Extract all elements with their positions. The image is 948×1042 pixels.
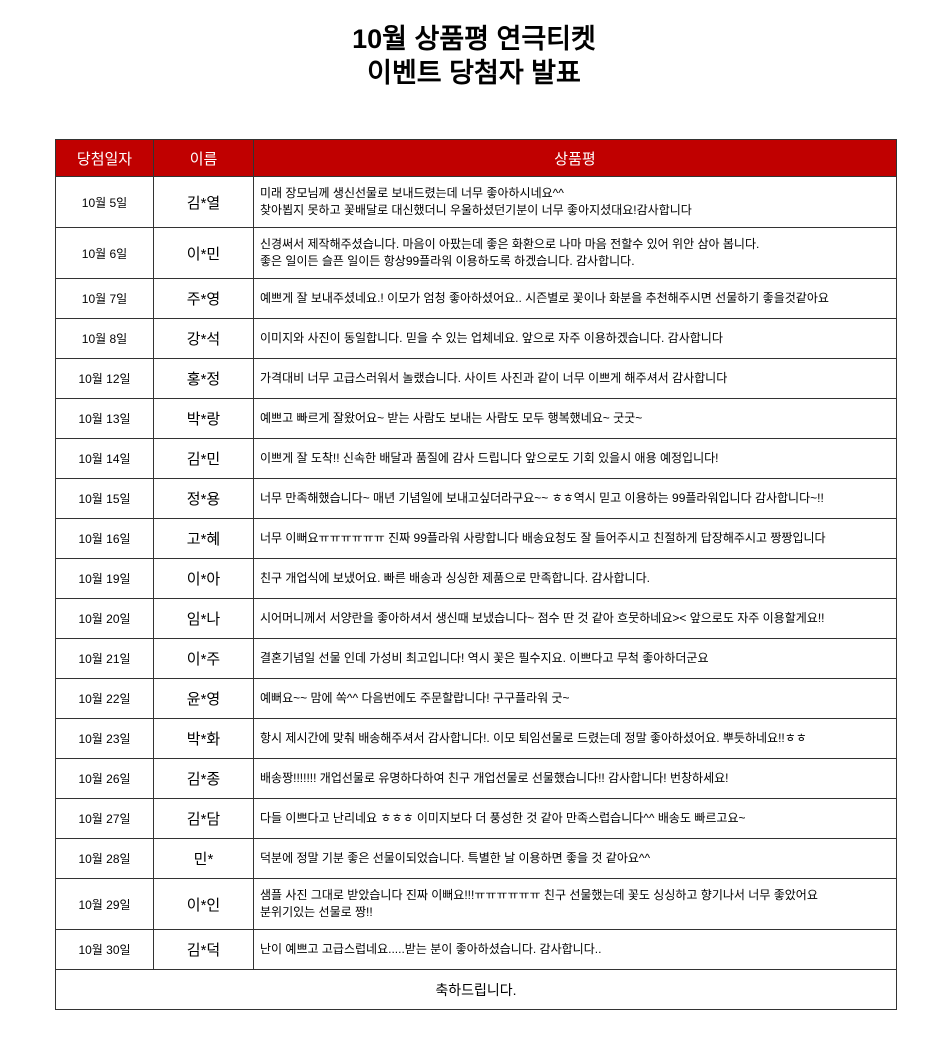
- footer: 축하드립니다.: [55, 969, 897, 1010]
- date-cell: 10월 23일: [55, 718, 154, 759]
- name-cell: 홍*정: [153, 358, 254, 399]
- row: 10월 5일 김*열 미래 장모님께 생신선물로 보내드렸는데 너무 좋아하시네요^…: [55, 176, 897, 228]
- date-cell: 10월 15일: [55, 478, 154, 519]
- row: 10월 23일 박*화 항시 제시간에 맞춰 배송해주셔서 감사합니다!. 이모 퇴…: [55, 718, 897, 759]
- name-cell: 윤*영: [153, 678, 254, 719]
- row: 10월 13일 박*랑 예쁘고 빠르게 잘왔어요~ 받는 사람도 보내는 사람도 모…: [55, 398, 897, 439]
- date-cell: 10월 8일: [55, 318, 154, 359]
- name-cell: 이*민: [153, 227, 254, 279]
- name-cell: 김*담: [153, 798, 254, 839]
- review-cell: 이미지와 사진이 동일합니다. 믿을 수 있는 업체네요. 앞으로 자주 이용하…: [253, 318, 897, 359]
- review-cell: 결혼기념일 선물 인데 가성비 최고입니다! 역시 꽃은 필수지요. 이쁘다고 …: [253, 638, 897, 679]
- review-cell: 배송짱!!!!!!! 개업선물로 유명하다하여 친구 개업선물로 선물했습니다!…: [253, 758, 897, 799]
- name-cell: 임*나: [153, 598, 254, 639]
- title-line: 이벤트 당첨자 발표: [367, 58, 581, 88]
- name-cell: 이*인: [153, 878, 254, 930]
- title-line: 10월 상품평 연극티켓: [352, 24, 596, 54]
- row: 10월 30일 김*덕 난이 예쁘고 고급스럽네요.....받는 분이 좋아하셨습니…: [55, 929, 897, 970]
- winners-table: 당첨일자 이름 상품평 10월 5일 김*열 미래 장모님께 생신선물로 보내드렸는데 …: [55, 139, 897, 1010]
- name-cell: 고*혜: [153, 518, 254, 559]
- review-cell: 이쁘게 잘 도착!! 신속한 배달과 품질에 감사 드립니다 앞으로도 기회 있…: [253, 438, 897, 479]
- column-header: 당첨일자: [55, 139, 154, 177]
- row: 10월 8일 강*석 이미지와 사진이 동일합니다. 믿을 수 있는 업체네요. 앞…: [55, 318, 897, 359]
- review-cell: 항시 제시간에 맞춰 배송해주셔서 감사합니다!. 이모 퇴임선물로 드렸는데 …: [253, 718, 897, 759]
- date-cell: 10월 22일: [55, 678, 154, 719]
- row: 10월 26일 김*종 배송짱!!!!!!! 개업선물로 유명하다하여 친구 개업선…: [55, 758, 897, 799]
- date-cell: 10월 21일: [55, 638, 154, 679]
- row: 10월 29일 이*인 샘플 사진 그대로 받았습니다 진짜 이뻐요!!!ㅠㅠㅠㅠㅠ…: [55, 878, 897, 930]
- date-cell: 10월 6일: [55, 227, 154, 279]
- date-cell: 10월 29일: [55, 878, 154, 930]
- review-cell: 예쁘고 빠르게 잘왔어요~ 받는 사람도 보내는 사람도 모두 행복했네요~ 굿…: [253, 398, 897, 439]
- row: 10월 19일 이*아 친구 개업식에 보냈어요. 빠른 배송과 싱싱한 제품으로 …: [55, 558, 897, 599]
- review-cell: 난이 예쁘고 고급스럽네요.....받는 분이 좋아하셨습니다. 감사합니다..: [253, 929, 897, 970]
- row: 10월 14일 김*민 이쁘게 잘 도착!! 신속한 배달과 품질에 감사 드립니다…: [55, 438, 897, 479]
- name-cell: 주*영: [153, 278, 254, 319]
- row: 10월 22일 윤*영 예뻐요~~ 맘에 쏙^^ 다음번에도 주문할랍니다! 구구플…: [55, 678, 897, 719]
- date-cell: 10월 28일: [55, 838, 154, 879]
- date-cell: 10월 12일: [55, 358, 154, 399]
- date-cell: 10월 5일: [55, 176, 154, 228]
- review-cell: 가격대비 너무 고급스러워서 놀랬습니다. 사이트 사진과 같이 너무 이쁘게 …: [253, 358, 897, 399]
- date-cell: 10월 13일: [55, 398, 154, 439]
- row: 10월 27일 김*담 다들 이쁘다고 난리네요 ㅎㅎㅎ 이미지보다 더 풍성한 것…: [55, 798, 897, 839]
- name-cell: 정*용: [153, 478, 254, 519]
- column-header: 이름: [153, 139, 254, 177]
- column-header: 상품평: [253, 139, 897, 177]
- review-cell: 시어머니께서 서양란을 좋아하셔서 생신때 보냈습니다~ 점수 딴 것 같아 흐…: [253, 598, 897, 639]
- review-cell: 다들 이쁘다고 난리네요 ㅎㅎㅎ 이미지보다 더 풍성한 것 같아 만족스럽습니…: [253, 798, 897, 839]
- row: 10월 21일 이*주 결혼기념일 선물 인데 가성비 최고입니다! 역시 꽃은 필…: [55, 638, 897, 679]
- name-cell: 김*열: [153, 176, 254, 228]
- date-cell: 10월 16일: [55, 518, 154, 559]
- name-cell: 이*아: [153, 558, 254, 599]
- name-cell: 김*종: [153, 758, 254, 799]
- name-cell: 김*민: [153, 438, 254, 479]
- review-cell: 너무 이뻐요ㅠㅠㅠㅠㅠㅠ 진짜 99플라워 사랑합니다 배송요청도 잘 들어주시…: [253, 518, 897, 559]
- row: 10월 20일 임*나 시어머니께서 서양란을 좋아하셔서 생신때 보냈습니다~ 점…: [55, 598, 897, 639]
- review-cell: 신경써서 제작해주셨습니다. 마음이 아팠는데 좋은 화환으로 나마 마음 전할…: [253, 227, 897, 279]
- review-cell: 샘플 사진 그대로 받았습니다 진짜 이뻐요!!!ㅠㅠㅠㅠㅠㅠ 친구 선물했는데…: [253, 878, 897, 930]
- date-cell: 10월 30일: [55, 929, 154, 970]
- review-cell: 예쁘게 잘 보내주셨네요.! 이모가 엄청 좋아하셨어요.. 시즌별로 꽃이나 …: [253, 278, 897, 319]
- name-cell: 박*화: [153, 718, 254, 759]
- name-cell: 민*: [153, 838, 254, 879]
- review-cell: 너무 만족해했습니다~ 매년 기념일에 보내고싶더라구요~~ ㅎㅎ역시 믿고 이…: [253, 478, 897, 519]
- date-cell: 10월 19일: [55, 558, 154, 599]
- date-cell: 10월 7일: [55, 278, 154, 319]
- review-cell: 친구 개업식에 보냈어요. 빠른 배송과 싱싱한 제품으로 만족합니다. 감사합…: [253, 558, 897, 599]
- row: 10월 15일 정*용 너무 만족해했습니다~ 매년 기념일에 보내고싶더라구요~~…: [55, 478, 897, 519]
- date-cell: 10월 26일: [55, 758, 154, 799]
- review-cell: 예뻐요~~ 맘에 쏙^^ 다음번에도 주문할랍니다! 구구플라워 굿~: [253, 678, 897, 719]
- date-cell: 10월 27일: [55, 798, 154, 839]
- name-cell: 강*석: [153, 318, 254, 359]
- row: 10월 7일 주*영 예쁘게 잘 보내주셨네요.! 이모가 엄청 좋아하셨어요.. …: [55, 278, 897, 319]
- review-cell: 덕분에 정말 기분 좋은 선물이되었습니다. 특별한 날 이용하면 좋을 것 같…: [253, 838, 897, 879]
- name-cell: 박*랑: [153, 398, 254, 439]
- name-cell: 김*덕: [153, 929, 254, 970]
- row: 10월 6일 이*민 신경써서 제작해주셨습니다. 마음이 아팠는데 좋은 화환으로…: [55, 227, 897, 279]
- header-row: 당첨일자 이름 상품평: [55, 139, 897, 177]
- row: 10월 28일 민* 덕분에 정말 기분 좋은 선물이되었습니다. 특별한 날 이용…: [55, 838, 897, 879]
- date-cell: 10월 20일: [55, 598, 154, 639]
- name-cell: 이*주: [153, 638, 254, 679]
- footer-row: 축하드립니다.: [55, 969, 897, 1010]
- date-cell: 10월 14일: [55, 438, 154, 479]
- row: 10월 16일 고*혜 너무 이뻐요ㅠㅠㅠㅠㅠㅠ 진짜 99플라워 사랑합니다 배송…: [55, 518, 897, 559]
- review-cell: 미래 장모님께 생신선물로 보내드렸는데 너무 좋아하시네요^^ 찾아뵙지 못하…: [253, 176, 897, 228]
- row: 10월 12일 홍*정 가격대비 너무 고급스러워서 놀랬습니다. 사이트 사진과 …: [55, 358, 897, 399]
